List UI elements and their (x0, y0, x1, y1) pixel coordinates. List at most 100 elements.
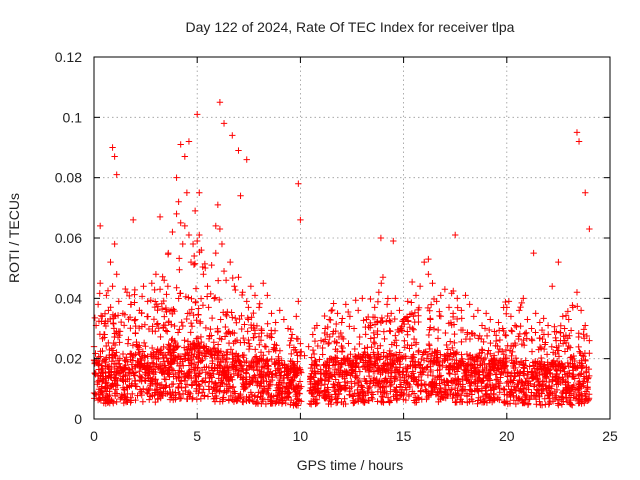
data-point (193, 396, 201, 403)
data-point (361, 398, 368, 406)
data-point (240, 386, 247, 393)
data-point-sample (235, 147, 242, 154)
data-point (539, 371, 546, 379)
data-point (400, 391, 407, 399)
data-point (458, 351, 465, 358)
data-point (237, 339, 244, 346)
data-point-sample (466, 301, 473, 308)
data-point-sample (342, 301, 350, 308)
data-point (558, 401, 566, 408)
data-point (361, 345, 368, 352)
data-point (176, 266, 183, 273)
data-point (410, 326, 417, 333)
data-point (520, 368, 528, 375)
data-point (466, 378, 473, 385)
data-point (497, 361, 504, 369)
data-point (221, 333, 229, 340)
data-point (487, 371, 494, 379)
data-point (557, 329, 564, 336)
data-point-sample (441, 286, 449, 293)
axis-ticks: 0 5 10 15 20 25 0 0.02 0.04 0.06 0.08 0.1 0.12 (55, 49, 618, 444)
data-point (384, 295, 392, 302)
data-point (319, 344, 326, 352)
data-point (189, 340, 197, 348)
data-point-sample (536, 319, 544, 326)
data-point (409, 368, 416, 375)
data-point-sample (334, 310, 341, 317)
data-point-sample (194, 237, 201, 245)
data-point (209, 354, 216, 362)
data-point-sample (181, 222, 189, 230)
data-point-sample (474, 307, 482, 314)
data-point (92, 371, 99, 378)
data-point (476, 332, 483, 340)
data-point (384, 353, 391, 360)
data-point (369, 313, 377, 321)
data-point (410, 377, 417, 385)
data-point (441, 381, 449, 388)
data-point-sample (136, 307, 143, 314)
data-point (480, 338, 487, 346)
data-point (431, 352, 438, 359)
data-point (254, 394, 261, 401)
data-point (200, 342, 208, 350)
data-point (196, 382, 203, 390)
data-point (565, 399, 573, 406)
data-point (193, 317, 200, 324)
data-point (163, 354, 170, 362)
data-point (292, 388, 299, 395)
data-point (411, 309, 419, 316)
data-point (559, 373, 566, 381)
data-point (496, 389, 503, 396)
data-point (325, 378, 332, 385)
data-point (113, 390, 121, 397)
data-point (312, 396, 319, 403)
data-point (191, 350, 198, 358)
data-point (223, 312, 230, 320)
data-point (362, 331, 369, 338)
data-point (178, 384, 185, 392)
data-point (151, 389, 159, 397)
data-point (273, 372, 280, 379)
x-tick-label: 5 (193, 428, 201, 444)
data-point (163, 291, 170, 298)
data-point (133, 383, 140, 390)
data-point (140, 385, 147, 393)
data-point (163, 382, 170, 389)
data-point (471, 373, 479, 381)
data-point (259, 396, 266, 403)
data-point (371, 340, 379, 348)
data-point (509, 389, 517, 397)
data-point (257, 370, 264, 378)
data-point (403, 386, 410, 394)
data-point (478, 399, 486, 406)
data-point (508, 328, 516, 335)
data-point-sample (132, 316, 139, 323)
data-point (377, 388, 384, 396)
data-point (228, 309, 235, 316)
data-point (111, 333, 118, 341)
data-point (567, 354, 574, 361)
data-point (450, 287, 457, 295)
data-point (189, 394, 196, 402)
data-point (247, 389, 255, 396)
data-point (309, 346, 317, 354)
data-point (481, 325, 489, 332)
data-point (219, 352, 226, 360)
data-point-sample (437, 292, 444, 299)
data-point (451, 371, 459, 378)
data-point-sample (220, 267, 228, 275)
data-point-sample (218, 240, 226, 248)
data-point (387, 328, 394, 335)
data-point-sample (505, 298, 513, 305)
data-point-sample (222, 277, 230, 284)
data-point (368, 343, 375, 351)
data-point (121, 386, 129, 393)
data-point (138, 323, 146, 330)
data-point (451, 330, 458, 338)
data-point (375, 383, 383, 391)
data-point (128, 361, 135, 368)
data-point (539, 381, 546, 388)
data-point (325, 392, 333, 400)
data-point (257, 337, 265, 344)
